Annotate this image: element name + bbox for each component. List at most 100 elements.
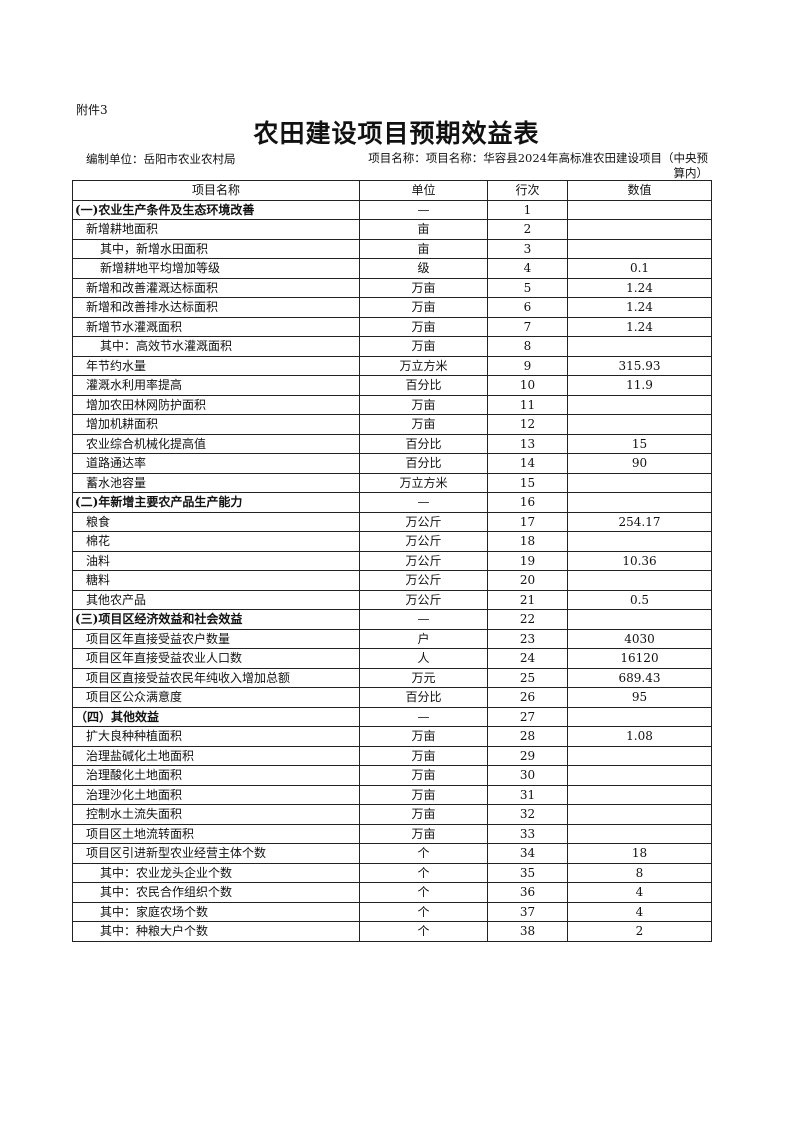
value-cell: 10.36: [567, 550, 712, 571]
section-row: (三)项目区经济效益和社会效益 —22: [72, 609, 712, 630]
unit-cell: 万亩: [359, 726, 488, 747]
section-row: (二)年新增主要农产品生产能力 —16: [72, 492, 712, 513]
item-name-cell: 新增耕地平均增加等级: [72, 258, 360, 279]
value-cell: 16120: [567, 648, 712, 669]
unit-cell: 万立方米: [359, 355, 488, 376]
item-name-cell: (二)年新增主要农产品生产能力: [72, 492, 360, 513]
row-no-cell: 16: [487, 492, 568, 513]
row-no-cell: 6: [487, 297, 568, 318]
table-row: 蓄水池容量 万立方米 15: [72, 472, 712, 493]
value-cell: [567, 238, 712, 259]
compiling-unit: 编制单位：岳阳市农业农村局: [86, 152, 236, 166]
value-cell: [567, 570, 712, 591]
item-name-cell: 其他农产品: [72, 589, 360, 610]
row-no-cell: 18: [487, 531, 568, 552]
item-name-cell: 控制水土流失面积: [72, 804, 360, 825]
unit-cell: 万亩: [359, 823, 488, 844]
value-cell: [567, 472, 712, 493]
unit-cell: 个: [359, 843, 488, 864]
row-no-cell: 3: [487, 238, 568, 259]
row-no-cell: 32: [487, 804, 568, 825]
value-cell: 0.5: [567, 589, 712, 610]
row-no-cell: 30: [487, 765, 568, 786]
item-name-cell: 灌溉水利用率提高: [72, 375, 360, 396]
item-name-cell: 农业综合机械化提高值: [72, 433, 360, 454]
table-row: 增加农田林网防护面积 万亩 11: [72, 394, 712, 415]
value-cell: 95: [567, 687, 712, 708]
row-no-cell: 4: [487, 258, 568, 279]
value-cell: 1.08: [567, 726, 712, 747]
value-cell: 15: [567, 433, 712, 454]
unit-cell: 万立方米: [359, 472, 488, 493]
item-name-cell: 治理盐碱化土地面积: [72, 745, 360, 766]
unit-cell: 百分比: [359, 453, 488, 474]
header-row-no: 行次: [487, 180, 568, 201]
unit-cell: —: [359, 492, 488, 513]
unit-cell: 万公斤: [359, 511, 488, 532]
item-name-cell: 糖料: [72, 570, 360, 591]
item-name-cell: (三)项目区经济效益和社会效益: [72, 609, 360, 630]
item-name-cell: 新增节水灌溉面积: [72, 316, 360, 337]
value-cell: [567, 199, 712, 220]
table-row: 新增耕地平均增加等级级 4 0.1: [72, 258, 712, 279]
table-row: 项目区公众满意度 百分比 26 95: [72, 687, 712, 708]
item-name-cell: 项目区年直接受益农业人口数: [72, 648, 360, 669]
item-name-cell: 项目区引进新型农业经营主体个数: [72, 843, 360, 864]
table-row: 项目区直接受益农民年纯收入增加总额 万元 25 689.43: [72, 667, 712, 688]
item-name-cell: 其中：种粮大户个数: [72, 921, 360, 942]
page-title: 农田建设项目预期效益表: [253, 119, 540, 148]
row-no-cell: 1: [487, 199, 568, 220]
value-cell: 1.24: [567, 297, 712, 318]
table-row: 棉花 万公斤 18: [72, 531, 712, 552]
value-cell: 8: [567, 862, 712, 883]
table-row: 其他农产品 万公斤 21 0.5: [72, 589, 712, 610]
benefit-table: 项目名称 单位 行次 数值 (一)农业生产条件及生态环境改善 —1 新增耕地面积亩 2…: [72, 180, 712, 942]
table-row: 扩大良种种植面积 万亩 28 1.08: [72, 726, 712, 747]
project-name: 项目名称：项目名称：华容县2024年高标准农田建设项目（中央预算内）: [368, 151, 708, 180]
row-no-cell: 12: [487, 414, 568, 435]
value-cell: [567, 804, 712, 825]
table-row: 项目区年直接受益农业人口数人 24 16120: [72, 648, 712, 669]
unit-cell: 人: [359, 648, 488, 669]
item-name-cell: 项目区直接受益农民年纯收入增加总额: [72, 667, 360, 688]
row-no-cell: 5: [487, 277, 568, 298]
value-cell: [567, 765, 712, 786]
row-no-cell: 33: [487, 823, 568, 844]
row-no-cell: 28: [487, 726, 568, 747]
unit-cell: 万亩: [359, 765, 488, 786]
row-no-cell: 26: [487, 687, 568, 708]
table-row: 其中，新增水田面积亩 3: [72, 238, 712, 259]
unit-cell: 万亩: [359, 745, 488, 766]
row-no-cell: 2: [487, 219, 568, 240]
unit-cell: 万公斤: [359, 531, 488, 552]
item-name-cell: 治理沙化土地面积: [72, 784, 360, 805]
unit-cell: 万亩: [359, 414, 488, 435]
row-no-cell: 19: [487, 550, 568, 571]
unit-cell: 百分比: [359, 687, 488, 708]
item-name-cell: 其中，新增水田面积: [72, 238, 360, 259]
item-name-cell: 项目区年直接受益农户数量: [72, 628, 360, 649]
row-no-cell: 25: [487, 667, 568, 688]
value-cell: 4: [567, 882, 712, 903]
item-name-cell: 治理酸化土地面积: [72, 765, 360, 786]
value-cell: 1.24: [567, 277, 712, 298]
row-no-cell: 29: [487, 745, 568, 766]
value-cell: [567, 531, 712, 552]
item-name-cell: 年节约水量: [72, 355, 360, 376]
row-no-cell: 38: [487, 921, 568, 942]
row-no-cell: 34: [487, 843, 568, 864]
unit-cell: 万公斤: [359, 589, 488, 610]
value-cell: [567, 219, 712, 240]
unit-cell: —: [359, 706, 488, 727]
table-row: 其中：种粮大户个数个 38 2: [72, 921, 712, 942]
item-name-cell: 扩大良种种植面积: [72, 726, 360, 747]
attachment-label: 附件3: [76, 103, 108, 117]
table-row: 项目区引进新型农业经营主体个数个 34 18: [72, 843, 712, 864]
value-cell: [567, 394, 712, 415]
header-value: 数值: [567, 180, 712, 201]
unit-cell: —: [359, 199, 488, 220]
unit-cell: 万元: [359, 667, 488, 688]
unit-cell: —: [359, 609, 488, 630]
item-name-cell: 项目区土地流转面积: [72, 823, 360, 844]
item-name-cell: 其中：农业龙头企业个数: [72, 862, 360, 883]
